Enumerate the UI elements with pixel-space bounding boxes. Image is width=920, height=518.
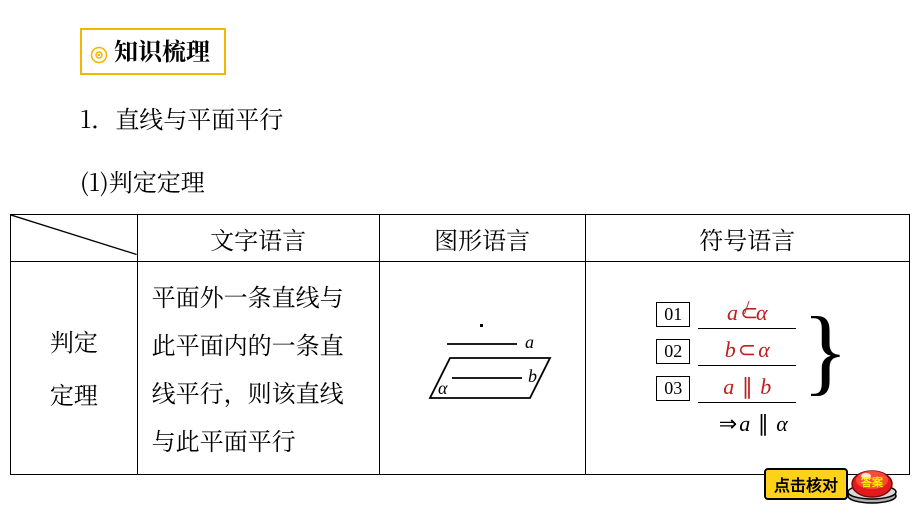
badge-text: 知识梳理 <box>114 32 210 67</box>
col-header-fig-lang: 图形语言 <box>379 215 585 262</box>
theorem-table: 文字语言 图形语言 符号语言 判定 定理 平面外一条直线与此平面内的一条直线平行… <box>10 214 910 475</box>
num-box-1: 01 <box>656 302 690 327</box>
answer-button-text: 答案 <box>861 475 884 489</box>
concl-alpha: α <box>776 411 788 436</box>
answer-button[interactable]: 答案 <box>844 464 900 504</box>
diagonal-header-cell <box>11 215 138 262</box>
knowledge-badge: 知识梳理 <box>80 28 226 75</box>
concl-implies: ⇒ <box>719 411 737 436</box>
table-row: 判定 定理 平面外一条直线与此平面内的一条直线平行，则该直线与此平面平行 a b <box>11 262 910 475</box>
row-label-line1: 判定 <box>50 323 98 358</box>
table-header-row: 文字语言 图形语言 符号语言 <box>11 215 910 262</box>
row-label-cell: 判定 定理 <box>11 262 138 475</box>
plane-figure: a b α <box>402 306 562 426</box>
fig-label-b: b <box>528 366 537 386</box>
footer-button-group: 点击核对 答案 <box>764 464 900 504</box>
sym1-a: a <box>727 300 738 325</box>
section-heading-1: 1．直线与平面平行 <box>80 99 840 137</box>
concl-parallel: ∥ <box>758 411 769 436</box>
sym2-alpha: α <box>758 337 770 362</box>
fig-label-a: a <box>525 332 534 352</box>
heading-number: 1． <box>80 100 115 135</box>
symbol-language-cell: 01 a⊂/α 02 b⊂α 03 <box>585 262 909 475</box>
text-language-content: 平面外一条直线与此平面内的一条直线平行，则该直线与此平面平行 <box>152 278 344 457</box>
section-subheading: (1)判定定理 <box>80 162 840 200</box>
sym-row-1: 01 a⊂/α <box>656 300 796 329</box>
sym3-b: b <box>760 374 771 399</box>
sym2-subset: ⊂ <box>738 337 756 362</box>
sym-row-3: 03 a ∥ b <box>656 374 796 403</box>
num-box-3: 03 <box>656 376 690 401</box>
fig-label-alpha: α <box>438 378 448 398</box>
figure-language-cell: a b α <box>379 262 585 475</box>
col-header-sym-lang: 符号语言 <box>585 215 909 262</box>
num-box-2: 02 <box>656 339 690 364</box>
content-area: 知识梳理 1．直线与平面平行 (1)判定定理 文字语言 图形语言 符号语言 判定… <box>0 0 920 475</box>
sym2-b: b <box>725 337 736 362</box>
sym3-parallel: ∥ <box>742 374 753 399</box>
text-language-cell: 平面外一条直线与此平面内的一条直线平行，则该直线与此平面平行 <box>137 262 379 475</box>
symbol-conditions: 01 a⊂/α 02 b⊂α 03 <box>656 300 796 403</box>
check-answer-tag[interactable]: 点击核对 <box>764 468 848 500</box>
heading-text: 直线与平面平行 <box>115 100 283 135</box>
subheading-text: (1)判定定理 <box>80 163 205 198</box>
col-header-text-lang: 文字语言 <box>137 215 379 262</box>
sym3-a: a <box>723 374 734 399</box>
symbol-conclusion: ⇒a ∥ α <box>606 411 899 437</box>
row-label-line2: 定理 <box>50 376 98 411</box>
sym-row-2: 02 b⊂α <box>656 337 796 366</box>
location-icon <box>90 36 108 71</box>
right-brace: } <box>802 303 848 399</box>
concl-a: a <box>739 411 750 436</box>
